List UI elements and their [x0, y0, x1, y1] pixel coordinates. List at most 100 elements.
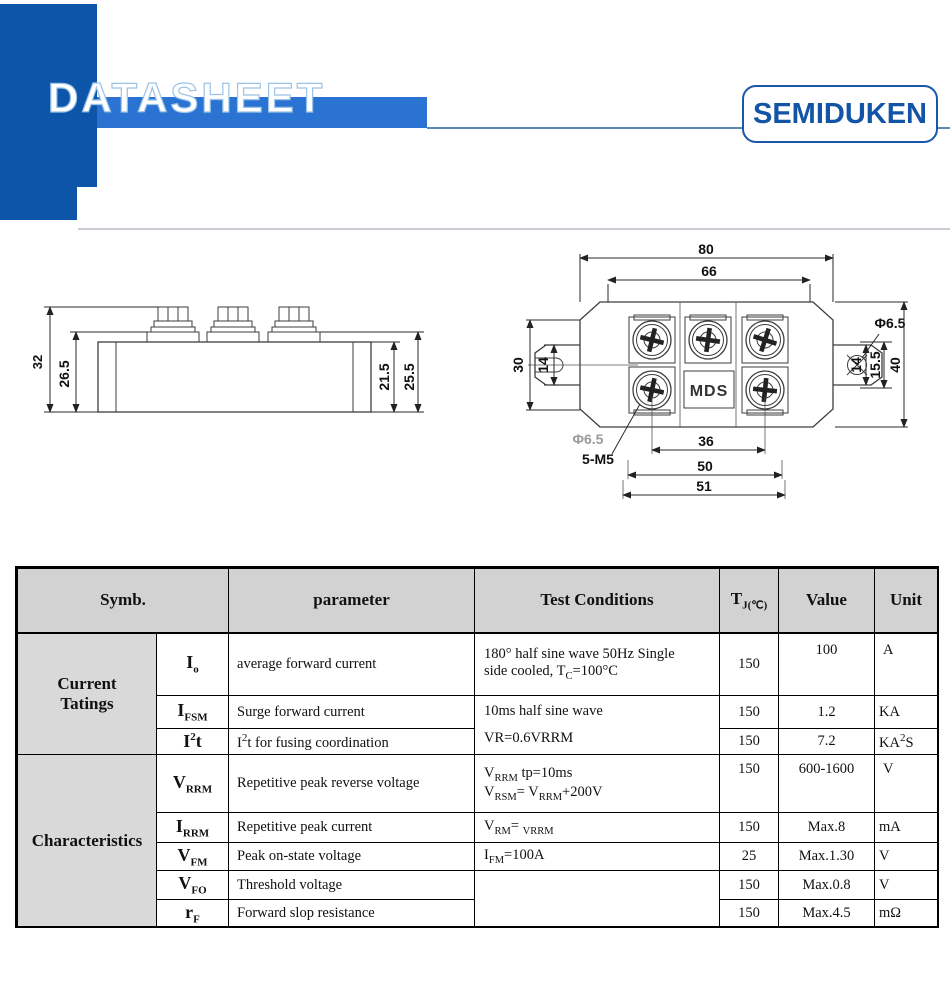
header-divider-line	[78, 228, 950, 230]
col-header-tj: TJ(℃)	[719, 568, 780, 634]
unit-cell: V	[874, 842, 939, 871]
screw-terminal	[741, 314, 789, 364]
brand-logo-box: SEMIDUKEN	[742, 85, 938, 143]
dim-40-label: 40	[887, 357, 903, 373]
dim-51-label: 51	[696, 478, 712, 494]
value-cell: Max.1.30	[778, 842, 876, 871]
group-cell-characteristics: Characteristics	[17, 754, 157, 928]
value-cell: 7.2	[778, 728, 876, 755]
parameter-cell: Peak on-state voltage	[228, 842, 476, 871]
unit-cell: mA	[874, 812, 939, 843]
screw-terminal	[684, 314, 732, 364]
parameter-cell: Repetitive peak current	[228, 812, 476, 843]
value-cell: Max.4.5	[778, 899, 876, 928]
symbol-cell: VFO	[155, 870, 230, 900]
tj-cell: 150	[719, 899, 780, 928]
group-cell-current-ratings: Current Tatings	[17, 632, 157, 755]
tj-cell: 150	[719, 695, 780, 729]
parameter-cell: I2t for fusing coordination	[228, 728, 476, 755]
dim-32-label: 32	[30, 355, 45, 369]
module-label: MDS	[690, 383, 729, 400]
tj-cell: 150	[719, 728, 780, 755]
tj-cell: 150	[719, 632, 780, 696]
symbol-cell: rF	[155, 899, 230, 928]
table-header-row: Symb. parameter Test Conditions TJ(℃) Va…	[16, 568, 939, 634]
unit-cell: V	[874, 754, 939, 813]
value-cell: 100	[778, 632, 876, 696]
parameter-cell: average forward current	[228, 632, 476, 696]
hole-bottom-label: Φ6.5	[573, 431, 604, 447]
test-conditions-cell: 180° half sine wave 50Hz Single side coo…	[474, 632, 721, 696]
module-label-box	[683, 370, 735, 409]
col-header-unit: Unit	[874, 568, 939, 634]
unit-cell: KA	[874, 695, 939, 729]
header-blue-bar	[90, 97, 427, 128]
value-cell: Max.8	[778, 812, 876, 843]
test-conditions-cell: 10ms half sine wave VR=0.6VRRM	[474, 695, 721, 755]
table-row: VFO Threshold voltage 150 Max.0.8 V	[18, 870, 939, 928]
tj-cell: 150	[719, 812, 780, 843]
table-row: Characteristics VRRM Repetitive peak rev…	[17, 754, 939, 928]
terminal-side	[267, 306, 321, 343]
unit-cell: V	[874, 870, 939, 900]
dim-26-5-label: 26.5	[56, 360, 72, 387]
tj-cell: 150	[719, 754, 780, 813]
module-body-top	[579, 301, 834, 428]
value-cell: 1.2	[778, 695, 876, 729]
test-conditions-cell	[474, 870, 721, 928]
side-view-drawing: 32 26.5 21.5 25.5	[30, 306, 424, 413]
dim-15-5-label: 15.5	[867, 351, 883, 378]
dim-14-left-label: 14	[535, 357, 551, 373]
brand-logo-text: SEMIDUKEN	[752, 97, 927, 130]
value-cell: 600-1600	[778, 754, 876, 813]
parameter-cell: Forward slop resistance	[228, 899, 476, 928]
table-row: VFM Peak on-state voltage IFM=100A 25 Ma…	[18, 842, 939, 871]
unit-cell: KA2S	[874, 728, 939, 755]
header-dark-block-foot	[0, 187, 77, 220]
tj-cell: 25	[719, 842, 780, 871]
table-row: Current Tatings Io average forward curren…	[17, 632, 939, 755]
hole-top-label: Φ6.5	[875, 315, 906, 331]
value-cell: Max.0.8	[778, 870, 876, 900]
table-row: I2t I2t for fusing coordination 150 7.2 …	[18, 728, 939, 755]
tj-cell: 150	[719, 870, 780, 900]
symbol-cell: I2t	[155, 728, 230, 755]
screw-terminal	[628, 314, 676, 364]
top-view-drawing: MDS 80 66 30 14 Φ6.5 14 15.5 40 Φ6.5 5-M…	[510, 241, 908, 499]
test-conditions-cell: VRRM tp=10ms VRSM= VRRM+200V	[474, 754, 721, 813]
parameter-cell: Repetitive peak reverse voltage	[228, 754, 476, 813]
test-conditions-cell: VRM= VRRM	[474, 812, 721, 843]
symbol-cell: IFSM	[155, 695, 230, 729]
page-title: DATASHEET	[47, 73, 326, 121]
col-header-test-conditions: Test Conditions	[474, 568, 721, 634]
dim-25-5-label: 25.5	[401, 363, 417, 390]
dim-14-right-label: 14	[848, 357, 864, 373]
col-header-value: Value	[778, 568, 876, 634]
symbol-cell: IRRM	[155, 812, 230, 843]
dim-50-label: 50	[697, 458, 713, 474]
unit-cell: mΩ	[874, 899, 939, 928]
terminal-side	[146, 306, 200, 343]
symbol-cell: VFM	[155, 842, 230, 871]
thread-label: 5-M5	[582, 451, 614, 467]
parameter-cell: Threshold voltage	[228, 870, 476, 900]
dim-21-5-label: 21.5	[376, 363, 392, 390]
module-body-side	[97, 341, 372, 413]
symbol-cell: VRRM	[155, 754, 230, 813]
dim-36-label: 36	[698, 433, 714, 449]
spec-table: Symb. parameter Test Conditions TJ(℃) Va…	[16, 568, 939, 928]
col-header-parameter: parameter	[228, 568, 476, 634]
dim-30-label: 30	[510, 357, 526, 373]
symbol-cell: Io	[155, 632, 230, 696]
col-header-symb: Symb.	[16, 568, 230, 634]
table-row: IRRM Repetitive peak current VRM= VRRM 1…	[18, 812, 939, 843]
header-dark-block	[0, 4, 97, 187]
unit-cell: A	[874, 632, 939, 696]
test-conditions-cell: IFM=100A	[474, 842, 721, 871]
header-rule-right	[938, 127, 950, 129]
header-rule-left	[427, 127, 742, 129]
dim-66-label: 66	[701, 263, 717, 279]
dim-80-label: 80	[698, 241, 714, 257]
terminal-side	[206, 306, 260, 343]
